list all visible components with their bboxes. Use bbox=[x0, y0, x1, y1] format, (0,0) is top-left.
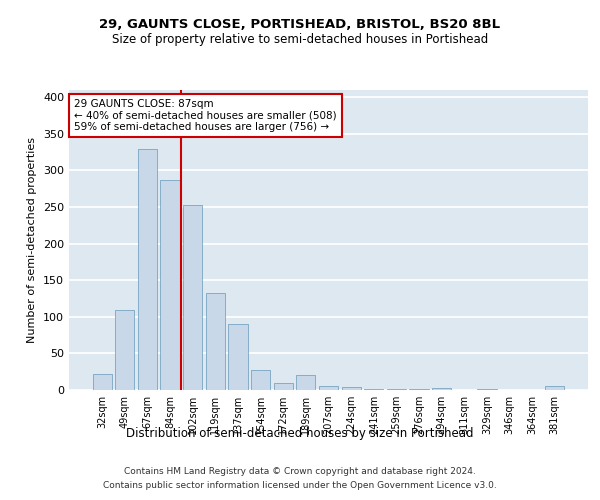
Text: Contains public sector information licensed under the Open Government Licence v3: Contains public sector information licen… bbox=[103, 481, 497, 490]
Bar bbox=[183, 205, 202, 390]
Bar bbox=[229, 324, 248, 390]
Bar bbox=[409, 388, 428, 390]
Bar bbox=[138, 148, 157, 390]
Text: Contains HM Land Registry data © Crown copyright and database right 2024.: Contains HM Land Registry data © Crown c… bbox=[124, 468, 476, 476]
Bar bbox=[115, 310, 134, 390]
Bar bbox=[319, 386, 338, 390]
Bar bbox=[545, 386, 565, 390]
Text: Distribution of semi-detached houses by size in Portishead: Distribution of semi-detached houses by … bbox=[126, 428, 474, 440]
Bar bbox=[387, 388, 406, 390]
Y-axis label: Number of semi-detached properties: Number of semi-detached properties bbox=[28, 137, 37, 343]
Bar bbox=[477, 388, 497, 390]
Bar bbox=[432, 388, 451, 390]
Bar bbox=[206, 294, 225, 390]
Bar bbox=[296, 376, 316, 390]
Bar bbox=[274, 382, 293, 390]
Text: 29, GAUNTS CLOSE, PORTISHEAD, BRISTOL, BS20 8BL: 29, GAUNTS CLOSE, PORTISHEAD, BRISTOL, B… bbox=[100, 18, 500, 30]
Text: Size of property relative to semi-detached houses in Portishead: Size of property relative to semi-detach… bbox=[112, 32, 488, 46]
Bar bbox=[160, 180, 180, 390]
Text: 29 GAUNTS CLOSE: 87sqm
← 40% of semi-detached houses are smaller (508)
59% of se: 29 GAUNTS CLOSE: 87sqm ← 40% of semi-det… bbox=[74, 99, 337, 132]
Bar bbox=[341, 387, 361, 390]
Bar bbox=[251, 370, 270, 390]
Bar bbox=[92, 374, 112, 390]
Bar bbox=[364, 388, 383, 390]
